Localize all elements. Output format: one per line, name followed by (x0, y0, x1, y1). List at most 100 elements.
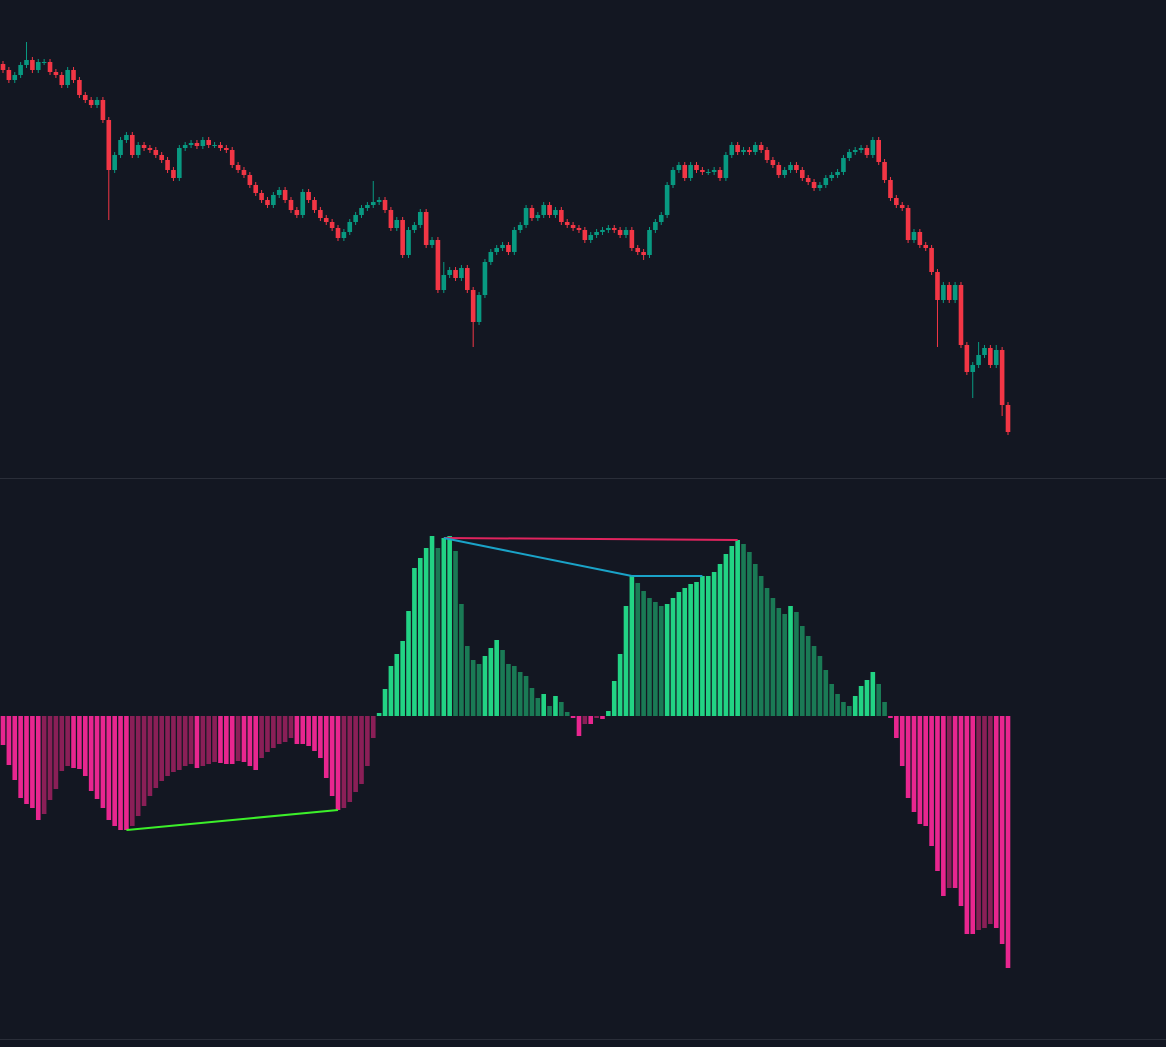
histogram-bar (935, 716, 940, 871)
candle-body (888, 180, 893, 198)
histogram-bar (735, 540, 740, 716)
histogram-bar (241, 716, 247, 762)
histogram-bar (623, 606, 629, 716)
candle-body (988, 348, 993, 365)
histogram-bar (212, 716, 217, 762)
histogram-bar (835, 694, 840, 716)
candle-body (447, 270, 452, 275)
histogram-bar (406, 611, 411, 716)
candle-body (347, 222, 353, 232)
histogram-bar (829, 684, 834, 716)
candle-body (506, 245, 511, 252)
candle-body (758, 145, 764, 150)
candle-body (752, 145, 758, 152)
candle-body (135, 145, 141, 155)
histogram-bar (894, 716, 899, 738)
candle-body (635, 248, 641, 252)
candle-body (582, 230, 588, 240)
candle-body (829, 175, 834, 178)
candle-body (353, 215, 358, 222)
histogram-bar (952, 716, 958, 888)
histogram-bar (112, 716, 117, 826)
histogram-bar (470, 660, 476, 716)
candle-body (82, 95, 88, 100)
candle-body (153, 150, 159, 155)
candle-body (177, 148, 182, 178)
histogram-bar (999, 716, 1005, 944)
histogram-bar (388, 666, 394, 716)
candle-body (259, 193, 264, 200)
histogram-bar (670, 598, 676, 716)
histogram-bar (847, 706, 852, 716)
histogram-bar (30, 716, 35, 808)
histogram-bar (65, 716, 70, 766)
candle-body (982, 348, 987, 355)
histogram-bar (782, 614, 787, 716)
histogram-bar (141, 716, 147, 806)
histogram-bar (276, 716, 282, 744)
histogram-bar (905, 716, 911, 798)
histogram-bar (1005, 716, 1011, 968)
histogram-bar (59, 716, 65, 771)
candle-body (59, 75, 65, 85)
candle-body (18, 65, 23, 75)
candle-body (141, 145, 147, 148)
candle-body (30, 60, 35, 70)
histogram-bar (535, 698, 541, 716)
candle-body (611, 228, 617, 230)
histogram-bar (635, 583, 641, 716)
histogram-bar (177, 716, 182, 770)
candle-body (182, 145, 188, 148)
histogram-bar (852, 696, 858, 716)
histogram-bar (370, 716, 376, 738)
histogram-bar (318, 716, 323, 758)
candle-body (723, 155, 729, 178)
histogram-bar (700, 576, 705, 716)
histogram-bar (570, 716, 576, 718)
histogram-bar (923, 716, 929, 826)
histogram-bar (717, 564, 723, 716)
histogram-bar (764, 588, 770, 716)
histogram-bar (218, 716, 223, 763)
candle-body (811, 182, 817, 188)
histogram-bar (6, 716, 12, 765)
candle-body (717, 170, 723, 178)
histogram-bar (271, 716, 276, 748)
histogram-bar (417, 558, 423, 716)
histogram-bar (35, 716, 41, 820)
candle-body (664, 185, 670, 215)
candle-body (788, 165, 793, 170)
candle-body (782, 170, 787, 175)
histogram-bar (265, 716, 270, 752)
candle-body (741, 150, 746, 152)
histogram-bar (676, 592, 682, 716)
candle-body (970, 365, 976, 372)
candle-body (247, 175, 253, 185)
candle-body (794, 165, 799, 170)
histogram-bar (365, 716, 370, 766)
histogram-bar (247, 716, 253, 766)
candle-body (71, 70, 76, 80)
histogram-bar (617, 654, 623, 716)
candle-body (12, 75, 18, 80)
histogram-bar (253, 716, 259, 770)
histogram-bar (24, 716, 29, 804)
histogram-bar (129, 716, 135, 826)
candle-body (288, 200, 294, 210)
histogram-bar (976, 716, 981, 930)
candle-body (400, 220, 405, 255)
candle-body (388, 210, 394, 228)
candle-body (77, 80, 82, 95)
histogram-bar (629, 576, 635, 716)
histogram-bar (682, 588, 688, 716)
candle-body (770, 160, 776, 165)
histogram-bar (288, 716, 294, 738)
candle-body (241, 170, 247, 175)
histogram-bar (611, 681, 617, 716)
candle-body (312, 200, 317, 210)
histogram-bar (394, 654, 400, 716)
candle-body (641, 252, 646, 255)
histogram-bar (77, 716, 82, 769)
histogram-bar (606, 711, 611, 716)
